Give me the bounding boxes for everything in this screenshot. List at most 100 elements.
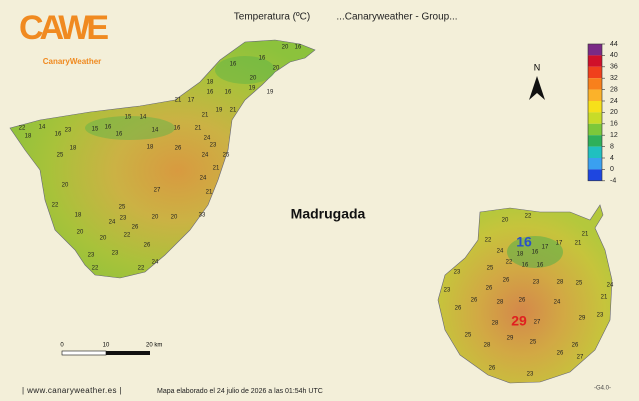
legend-label: 4 (610, 155, 614, 162)
station-value: 21 (175, 98, 182, 104)
scale-segment (61, 350, 107, 356)
station-value: 20 (273, 66, 280, 72)
scale-label: 20 km (146, 343, 162, 349)
legend-label: 8 (610, 143, 614, 150)
station-value: 18 (207, 80, 214, 86)
station-value: 25 (57, 153, 64, 159)
station-value: 14 (39, 125, 46, 131)
station-value: 27 (577, 355, 584, 361)
logo: CAWE CanaryWeather (19, 9, 112, 66)
legend-label: 36 (610, 64, 618, 71)
station-value: 28 (557, 280, 564, 286)
station-value: 16 (207, 90, 214, 96)
station-value: 25 (119, 205, 126, 211)
station-value: 26 (175, 146, 182, 152)
station-value: 18 (75, 213, 82, 219)
station-value: 14 (152, 128, 159, 134)
legend-swatch (588, 135, 602, 147)
group: ...Canaryweather - Group... (336, 12, 457, 23)
station-value: 25 (223, 153, 230, 159)
station-value: 24 (109, 220, 116, 226)
station-value: 26 (455, 306, 462, 312)
station-value: 22 (138, 266, 145, 272)
gran-canaria (437, 204, 613, 384)
station-value: 16 (105, 125, 112, 131)
scale-label: 0 (60, 343, 64, 349)
station-value: 21 (582, 232, 589, 238)
station-value: 26 (519, 298, 526, 304)
station-value: 26 (144, 243, 151, 249)
station-value: 23 (527, 372, 534, 378)
station-value: 25 (465, 333, 472, 339)
legend-label: 40 (610, 52, 618, 59)
station-value: 20 (171, 215, 178, 221)
station-value: 17 (542, 245, 549, 251)
logo-mark: CAWE (19, 9, 108, 47)
legend-swatch (588, 66, 602, 79)
station-value: 19 (249, 86, 256, 92)
footer-note: Mapa elaborado el 24 julio de 2026 a las… (157, 388, 323, 395)
station-value: 15 (125, 115, 132, 121)
station-value: 15 (92, 127, 99, 133)
cool-zone (215, 56, 275, 84)
station-value: 24 (204, 136, 211, 142)
station-value: 16 (174, 126, 181, 132)
station-value: 19 (267, 90, 274, 96)
tenerife (9, 39, 316, 279)
station-value: 16 (55, 132, 62, 138)
station-value: 21 (202, 113, 209, 119)
legend-swatch (588, 78, 602, 90)
legend-swatch (588, 44, 602, 56)
footer-version: -G4.0- (594, 386, 611, 392)
station-value: 25 (530, 340, 537, 346)
station-value: 22 (19, 126, 26, 132)
legend-swatch (588, 55, 602, 67)
station-value: 19 (216, 108, 223, 114)
north-arrow: N (529, 62, 545, 100)
station-value: 23 (120, 216, 127, 222)
stations: 20 16 16 16 20 19 20 18 16 16 19 21 17 21 19 21 22 14 23 15… (19, 45, 614, 378)
period: Madrugada (291, 206, 366, 222)
station-value: 27 (534, 320, 541, 326)
station-value: 23 (112, 251, 119, 257)
title: Temperatura (ºC) (234, 12, 310, 23)
station-value: 23 (88, 253, 95, 259)
station-value: 26 (503, 278, 510, 284)
station-value: 16 (532, 250, 539, 256)
station-value: 16 (225, 90, 232, 96)
cool-zone (507, 236, 563, 268)
station-value: 18 (25, 134, 32, 140)
legend-swatch (588, 169, 602, 181)
station-value: 28 (484, 343, 491, 349)
scale-bar: 0 10 20 km (60, 343, 162, 356)
station-value: 24 (152, 260, 159, 266)
station-value: 20 (250, 76, 257, 82)
station-value: 27 (154, 188, 161, 194)
legend-swatch (588, 112, 602, 124)
station-value: 22 (124, 233, 131, 239)
legend-swatch (588, 146, 602, 158)
station-value: 20 (100, 236, 107, 242)
station-value: 33 (199, 213, 206, 219)
scale-label: 10 (103, 343, 110, 349)
station-value: 21 (213, 166, 220, 172)
station-value: 16 (116, 132, 123, 138)
station-value: 25 (576, 281, 583, 287)
legend-label: 12 (610, 132, 618, 139)
legend-label: 24 (610, 98, 618, 105)
cool-zone (85, 116, 175, 140)
station-value: 16 (230, 62, 237, 68)
station-value: 25 (487, 266, 494, 272)
station-value: 23 (444, 288, 451, 294)
north-icon (529, 76, 545, 100)
station-value: 23 (533, 280, 540, 286)
legend-swatch (588, 101, 602, 113)
station-value: 23 (597, 313, 604, 319)
station-value: 16 (537, 263, 544, 269)
highlight-value: 29 (511, 313, 527, 329)
footer-site: | www.canaryweather.es | (22, 386, 122, 395)
legend-swatch (588, 123, 602, 136)
station-value: 16 (295, 45, 302, 51)
